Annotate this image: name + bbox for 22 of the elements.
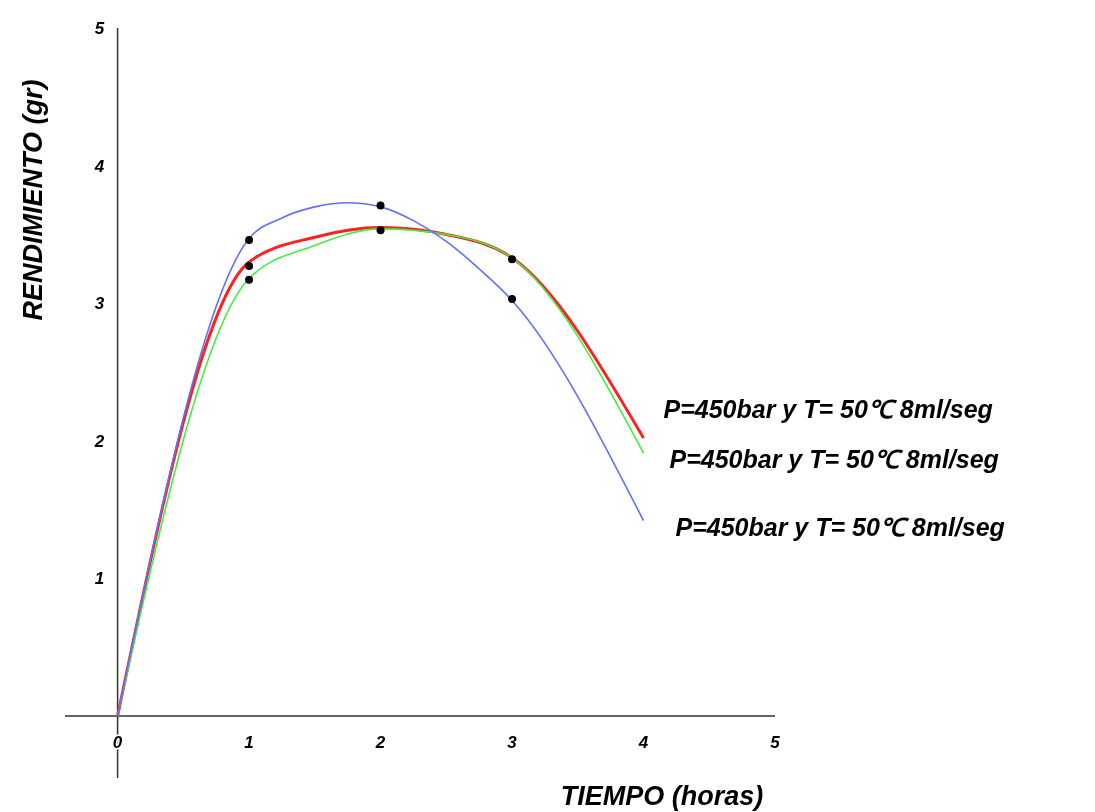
- y-tick-label: 4: [93, 156, 105, 176]
- series-label: P=450bar y T= 50℃ 8ml/seg: [663, 395, 993, 424]
- point: [245, 262, 254, 271]
- y-axis-title: RENDIMIENTO (gr): [18, 79, 48, 321]
- x-tick-label: 5: [770, 733, 781, 753]
- y-tick-label: 3: [94, 294, 105, 314]
- x-tick-label: 4: [637, 733, 649, 753]
- point: [376, 201, 385, 210]
- x-tick-label: 2: [374, 733, 386, 753]
- y-tick-label: 1: [94, 569, 105, 589]
- y-tick-label: 5: [94, 19, 105, 38]
- point: [508, 295, 517, 304]
- series-label: P=450bar y T= 50℃ 8ml/seg: [669, 445, 999, 474]
- point: [245, 235, 254, 244]
- point: [508, 255, 517, 264]
- x-tick-label: 3: [507, 733, 518, 753]
- x-axis-title: TIEMPO (horas): [560, 781, 764, 811]
- series-label: P=450bar y T= 50℃ 8ml/seg: [675, 512, 1005, 541]
- point: [245, 275, 254, 284]
- point: [376, 226, 385, 235]
- y-tick-label: 2: [93, 431, 105, 451]
- x-tick-label: 1: [244, 733, 254, 753]
